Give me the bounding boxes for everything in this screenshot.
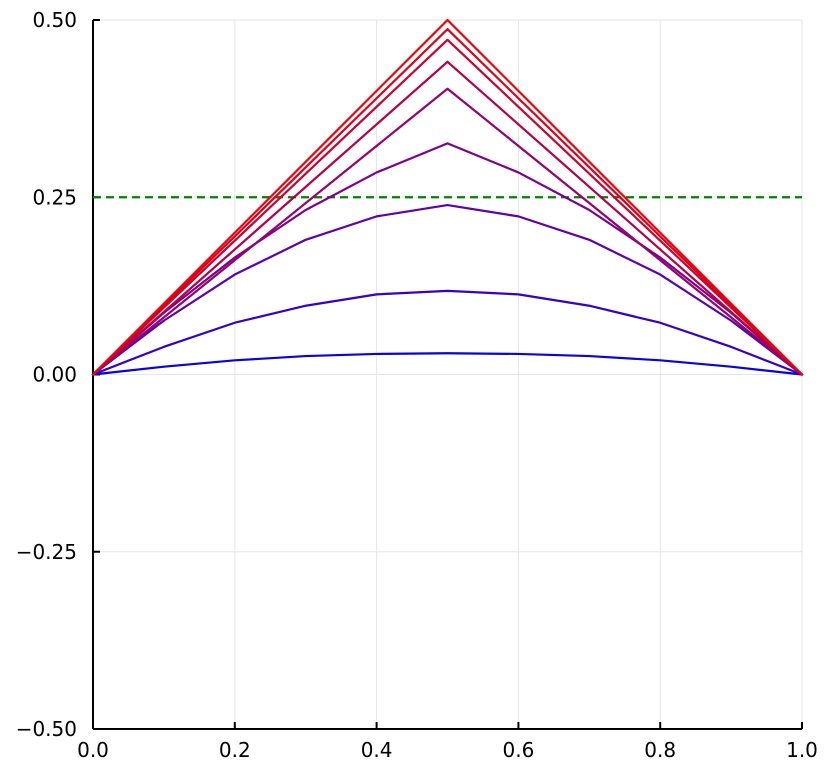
y-tick-label: −0.25 (16, 540, 77, 564)
y-tick-label: 0.25 (32, 185, 77, 209)
series-line-2 (91, 28, 804, 376)
series-line-9 (91, 352, 804, 376)
x-tick-label: 0.6 (502, 738, 534, 762)
x-tick-label: 0.0 (77, 738, 109, 762)
y-tick-label: −0.50 (16, 717, 77, 741)
y-tick-label: 0.00 (32, 363, 77, 387)
series-line-4 (91, 60, 804, 376)
series-line-3 (91, 38, 804, 376)
x-tick-label: 0.2 (219, 738, 251, 762)
y-tick-label: 0.50 (32, 8, 77, 32)
series-line-7 (91, 203, 804, 376)
x-tick-label: 0.4 (361, 738, 393, 762)
x-tick-label: 0.8 (644, 738, 676, 762)
series-line-1 (91, 18, 804, 376)
series-line-5 (91, 87, 804, 376)
series-line-6 (91, 142, 804, 376)
series-line-8 (91, 289, 804, 376)
series-lines (91, 18, 804, 376)
ticks-layer: 0.0 0.2 0.4 0.6 0.8 1.0 −0.50 −0.25 0.00 0.25 0.50 (16, 8, 818, 762)
x-tick-label: 1.0 (786, 738, 818, 762)
